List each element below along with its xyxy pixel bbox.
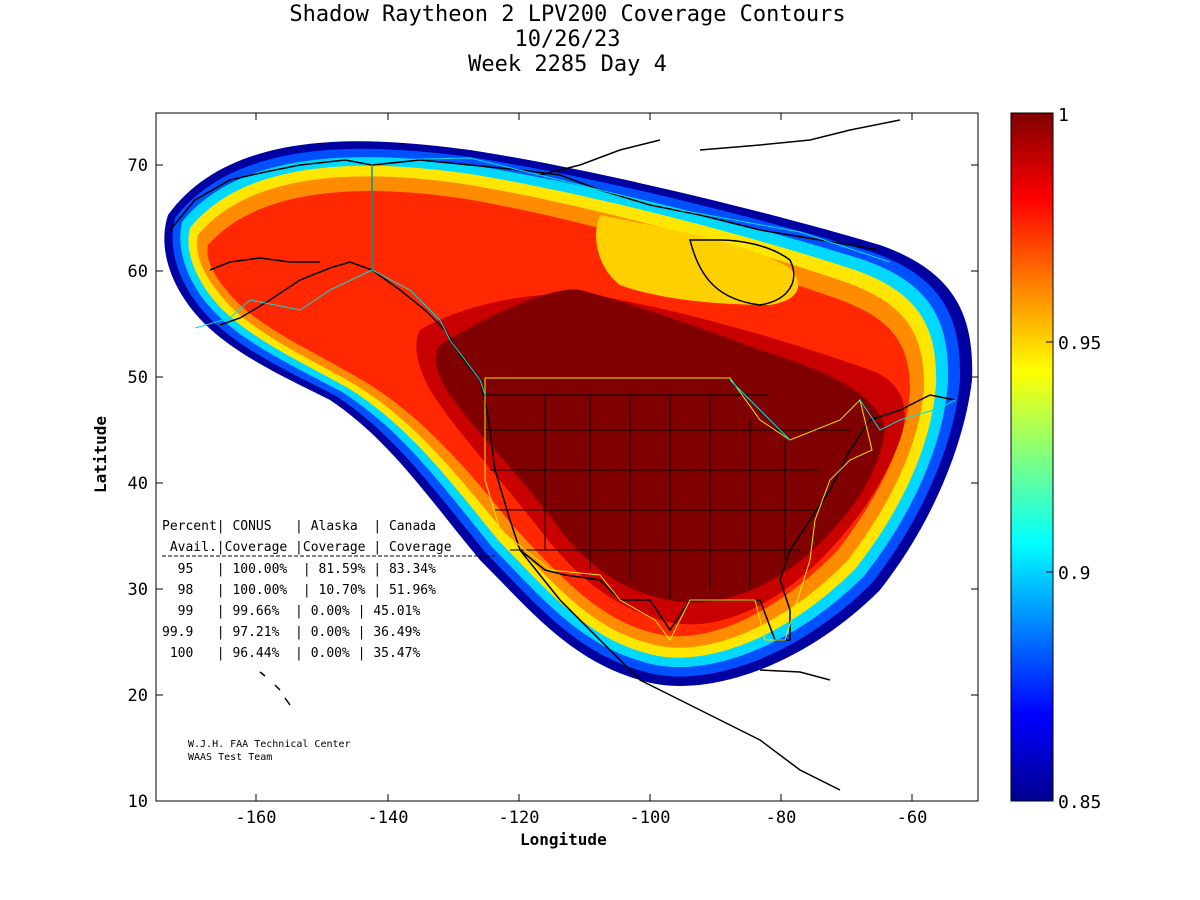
- colorbar-tick-label: 0.95: [1058, 333, 1101, 354]
- coastline-mexico: [519, 549, 841, 791]
- credits-line-1: W.J.H. FAA Technical Center: [188, 739, 351, 750]
- stats-header-1: Percent| CONUS | Alaska | Canada: [162, 519, 436, 534]
- coastline-hawaii: [259, 671, 291, 706]
- credits: W.J.H. FAA Technical Center WAAS Test Te…: [188, 739, 351, 763]
- colorbar-tick-marks: [1046, 112, 1053, 802]
- x-tick-label: -100: [630, 808, 671, 828]
- y-tick-label: 50: [128, 368, 148, 388]
- y-tick-labels: 10 20 30 40 50 60 70: [128, 156, 148, 812]
- x-tick-label: -60: [897, 808, 928, 828]
- x-tick-label: -80: [766, 808, 797, 828]
- colorbar-tick-labels: 1 0.95 0.9 0.85: [1058, 105, 1101, 813]
- stats-row: 99.9 | 97.21% | 0.00% | 36.49%: [162, 625, 420, 640]
- map-date: 10/26/23: [514, 27, 621, 52]
- contour-band-100: [435, 289, 885, 603]
- x-tick-label: -140: [368, 808, 409, 828]
- plot-frame: [155, 112, 979, 802]
- colorbar-tick-label: 0.9: [1058, 563, 1091, 584]
- state-lines: [485, 394, 850, 600]
- y-axis-label: Latitude: [91, 415, 111, 494]
- y-tick-label: 10: [128, 792, 148, 812]
- x-axis-label: Longitude: [520, 830, 607, 849]
- map-title: Shadow Raytheon 2 LPV200 Coverage Contou…: [289, 2, 846, 27]
- x-tick-label: -160: [236, 808, 277, 828]
- y-tick-label: 60: [128, 262, 148, 282]
- colorbar-tick-label: 1: [1058, 105, 1069, 126]
- y-tick-label: 20: [128, 686, 148, 706]
- y-tick-label: 40: [128, 474, 148, 494]
- coastline-hudson-bay: [689, 239, 795, 306]
- credits-line-2: WAAS Test Team: [188, 752, 272, 763]
- y-tick-marks: [156, 164, 978, 802]
- map-week-day: Week 2285 Day 4: [468, 52, 667, 77]
- x-tick-marks: [255, 113, 913, 801]
- y-tick-label: 30: [128, 580, 148, 600]
- colorbar-tick-label: 0.85: [1058, 792, 1101, 813]
- x-tick-labels: -160 -140 -120 -100 -80 -60: [236, 808, 928, 828]
- alaska-canada-boundary: [194, 157, 956, 441]
- stats-row: 100 | 96.44% | 0.00% | 35.47%: [162, 646, 420, 661]
- conus-boundary: [484, 377, 873, 641]
- stats-header-2: Avail.|Coverage |Coverage | Coverage: [162, 540, 452, 555]
- colorbar: [1010, 112, 1054, 802]
- stats-row: 95 | 100.00% | 81.59% | 83.34%: [162, 562, 436, 577]
- stats-row: 98 | 100.00% | 10.70% | 51.96%: [162, 583, 436, 598]
- x-tick-label: -120: [499, 808, 540, 828]
- y-tick-label: 70: [128, 156, 148, 176]
- coverage-stats-table: Percent| CONUS | Alaska | Canada Avail.|…: [162, 519, 495, 661]
- coastline-cuba: [759, 669, 831, 681]
- stats-row: 99 | 99.66% | 0.00% | 45.01%: [162, 604, 420, 619]
